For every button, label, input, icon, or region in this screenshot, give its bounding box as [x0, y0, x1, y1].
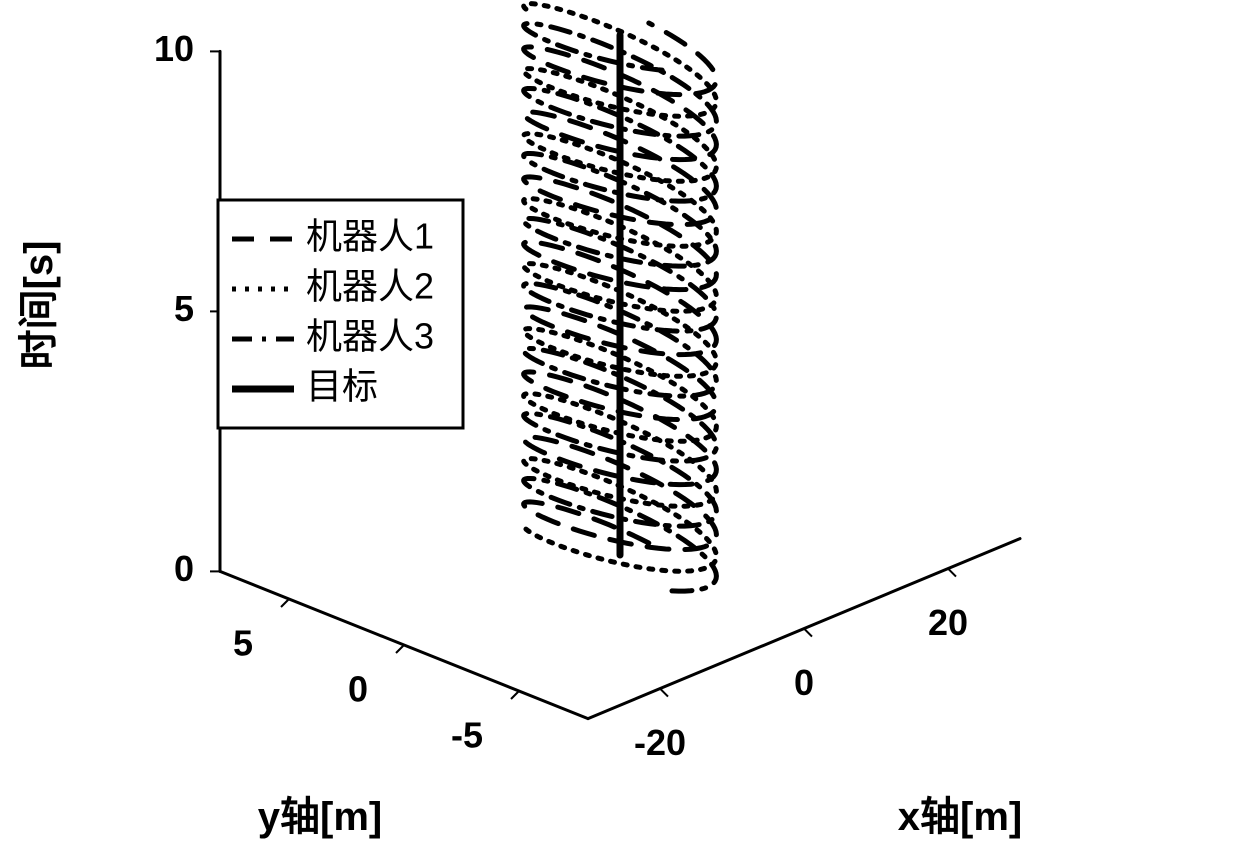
- legend-label: 机器人2: [306, 266, 434, 307]
- legend: 机器人1 机器人2 机器人3 目标: [218, 200, 463, 428]
- z-tick-label: 5: [174, 288, 194, 329]
- y-axis-label: y轴[m]: [258, 795, 382, 839]
- z-tick-label: 0: [174, 548, 194, 589]
- chart-3d: 0510-505-20020时间[s]x轴[m]y轴[m]机器人1机器人2机器人…: [0, 0, 1240, 857]
- legend-label: 机器人3: [306, 316, 434, 357]
- legend-label: 目标: [306, 366, 378, 407]
- y-tick-label: 0: [348, 668, 368, 709]
- legend-label: 机器人1: [306, 216, 434, 257]
- x-tick-label: 0: [794, 662, 814, 703]
- x-tick-label: 20: [928, 602, 968, 643]
- z-tick-label: 10: [154, 28, 194, 69]
- x-axis-label: x轴[m]: [898, 795, 1022, 839]
- x-tick-label: -20: [634, 722, 686, 763]
- y-tick-label: 5: [233, 622, 253, 663]
- z-axis-label: 时间[s]: [17, 241, 61, 370]
- y-tick-label: -5: [451, 714, 483, 755]
